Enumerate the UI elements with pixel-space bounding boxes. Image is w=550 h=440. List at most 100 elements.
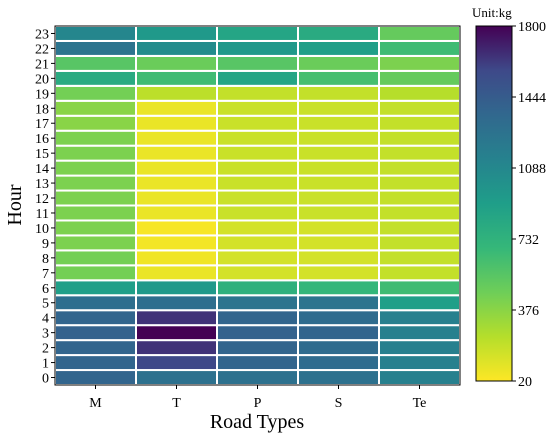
heatmap-cell	[297, 249, 380, 267]
x-axis-title: Road Types	[210, 411, 305, 433]
heatmap-cell	[297, 354, 380, 372]
x-tick-label: T	[172, 396, 181, 411]
heatmap-cell	[216, 294, 299, 312]
heatmap-cell	[216, 174, 299, 192]
heatmap-cell	[378, 69, 461, 87]
heatmap-cell	[378, 294, 461, 312]
heatmap-cell	[135, 114, 218, 132]
y-axis-title: Hour	[4, 184, 26, 225]
heatmap-cell	[297, 339, 380, 357]
heatmap-cell	[54, 309, 137, 327]
heatmap-cell	[378, 84, 461, 102]
heatmap-cell	[216, 279, 299, 297]
x-tick-labels: M T P S Te	[89, 385, 426, 411]
y-tick-label: 3	[42, 327, 49, 342]
y-tick-label: 14	[35, 162, 49, 177]
heatmap-cell	[216, 309, 299, 327]
heatmap-cell	[378, 264, 461, 282]
heatmap-cell	[297, 39, 380, 57]
heatmap-cell	[135, 159, 218, 177]
heatmap-cell	[297, 114, 380, 132]
y-tick-label: 6	[42, 282, 49, 297]
heatmap-cell	[216, 354, 299, 372]
heatmap-cell	[216, 324, 299, 342]
heatmap-cell	[135, 309, 218, 327]
y-tick-label: 17	[35, 117, 49, 132]
heatmap-cell	[54, 144, 137, 162]
heatmap-cell	[378, 309, 461, 327]
plot-frame	[54, 25, 461, 386]
heatmap-cell	[378, 369, 461, 386]
heatmap-cell	[297, 234, 380, 252]
heatmap-cell	[54, 159, 137, 177]
colorbar-tick-label: 1800	[518, 20, 546, 35]
heatmap-cell	[54, 234, 137, 252]
heatmap-cell	[54, 219, 137, 237]
colorbar-tick-label: 1444	[518, 91, 546, 106]
heatmap-cell	[378, 114, 461, 132]
y-tick-label: 21	[35, 57, 49, 72]
heatmap-cell	[297, 324, 380, 342]
heatmap-cell	[54, 249, 137, 267]
y-tick-label: 7	[42, 267, 49, 282]
heatmap-cell	[54, 204, 137, 222]
y-tick-label: 9	[42, 237, 49, 252]
y-tick-label: 15	[35, 147, 49, 162]
heatmap-cell	[297, 144, 380, 162]
heatmap-cell	[297, 129, 380, 147]
heatmap-cells	[54, 25, 461, 386]
heatmap-cell	[135, 84, 218, 102]
x-tick-label: P	[254, 396, 262, 411]
heatmap-cell	[216, 144, 299, 162]
x-tick-label: S	[335, 396, 343, 411]
heatmap-cell	[54, 84, 137, 102]
heatmap-cell	[135, 39, 218, 57]
heatmap-cell	[135, 99, 218, 117]
x-tick-label: M	[89, 396, 102, 411]
heatmap-cell	[216, 249, 299, 267]
heatmap-cell	[54, 264, 137, 282]
heatmap-cell	[54, 189, 137, 207]
y-tick-label: 20	[35, 72, 49, 87]
heatmap-cell	[297, 54, 380, 72]
heatmap-cell	[297, 84, 380, 102]
heatmap-cell	[297, 264, 380, 282]
heatmap-cell	[297, 174, 380, 192]
heatmap-cell	[54, 129, 137, 147]
heatmap-cell	[378, 99, 461, 117]
heatmap-cell	[216, 234, 299, 252]
heatmap-cell	[216, 99, 299, 117]
y-tick-label: 18	[35, 102, 49, 117]
heatmap-cell	[297, 369, 380, 386]
heatmap-cell	[216, 84, 299, 102]
heatmap-cell	[54, 174, 137, 192]
heatmap-cell	[216, 339, 299, 357]
heatmap-cell	[216, 39, 299, 57]
y-tick-label: 22	[35, 42, 49, 57]
heatmap-cell	[54, 354, 137, 372]
y-tick-label: 8	[42, 252, 49, 267]
heatmap-cell	[135, 189, 218, 207]
heatmap-cell	[135, 324, 218, 342]
heatmap-cell	[135, 264, 218, 282]
heatmap-cell	[216, 189, 299, 207]
heatmap-cell	[135, 219, 218, 237]
heatmap-cell	[297, 279, 380, 297]
heatmap-cell	[378, 204, 461, 222]
heatmap-cell	[378, 279, 461, 297]
heatmap-cell	[297, 99, 380, 117]
heatmap-cell	[378, 39, 461, 57]
heatmap-cell	[54, 54, 137, 72]
heatmap-cell	[135, 369, 218, 386]
heatmap-cell	[378, 25, 461, 42]
y-tick-label: 2	[42, 342, 49, 357]
heatmap-cell	[378, 219, 461, 237]
heatmap-cell	[297, 204, 380, 222]
colorbar-tick-label: 732	[518, 233, 539, 248]
heatmap-cell	[54, 279, 137, 297]
heatmap-cell	[297, 69, 380, 87]
y-tick-label: 0	[42, 372, 49, 387]
heatmap-cell	[378, 339, 461, 357]
